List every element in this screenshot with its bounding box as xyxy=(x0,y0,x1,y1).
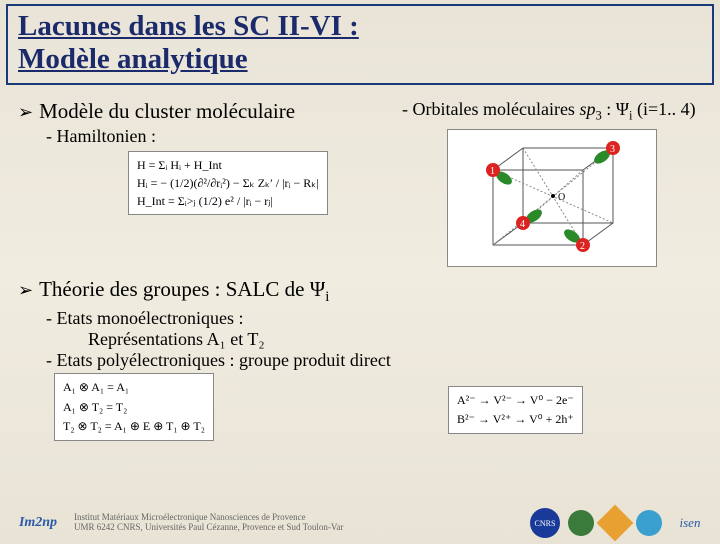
hamiltonien-label: - Hamiltonien : xyxy=(46,126,392,147)
hamiltonian-equations: H = Σᵢ Hᵢ + H_Int Hᵢ = − (1/2)(∂²/∂rᵢ²) … xyxy=(128,151,328,215)
representations-label: Représentations A₁ et T₂ xyxy=(88,329,702,350)
footer: Im2np Institut Matériaux Microélectroniq… xyxy=(0,502,720,544)
cube-figure: O 1 3 4 2 xyxy=(447,129,657,267)
section-2: ➢ Théorie des groupes : SALC de Ψi - Eta… xyxy=(18,277,702,441)
eq-line-3: H_Int = Σᵢ>ⱼ (1/2) e² / |rᵢ − rⱼ| xyxy=(137,192,319,210)
logo-badge-2 xyxy=(597,505,634,542)
product-table: A₁ ⊗ A₁ = A₁ A₁ ⊗ T₂ = T₂ T₂ ⊗ T₂ = A₁ ⊕… xyxy=(54,373,214,441)
eq-line-1: H = Σᵢ Hᵢ + H_Int xyxy=(137,156,319,174)
svg-text:4: 4 xyxy=(520,219,525,230)
institute-line-2: UMR 6242 CNRS, Universités Paul Cézanne,… xyxy=(74,523,522,533)
bullet-arrow-icon: ➢ xyxy=(18,102,33,123)
bullet-group-theory: ➢ Théorie des groupes : SALC de Ψi xyxy=(18,277,702,306)
logo-badge-1 xyxy=(568,510,594,536)
product-row-1: A₁ ⊗ A₁ = A₁ xyxy=(63,378,205,397)
eq-line-2: Hᵢ = − (1/2)(∂²/∂rᵢ²) − Σₖ Zₖ′ / |rᵢ − R… xyxy=(137,174,319,192)
svg-text:O: O xyxy=(558,192,565,203)
svg-text:3: 3 xyxy=(610,144,615,155)
section-1: ➢ Modèle du cluster moléculaire - Hamilt… xyxy=(18,99,702,268)
logo-badge-3 xyxy=(636,510,662,536)
mono-states-label: - Etats monoélectroniques : xyxy=(46,308,702,329)
reaction-2: B²⁻ → V²⁺ → V⁰ + 2h⁺ xyxy=(457,410,574,429)
title-line-1: Lacunes dans les SC II-VI : xyxy=(18,10,702,43)
reactions-box-wrap: A²⁻ → V²⁻ → V⁰ − 2e⁻ B²⁻ → V²⁺ → V⁰ + 2h… xyxy=(448,380,583,434)
poly-states-label: - Etats polyélectroniques : groupe produ… xyxy=(46,350,702,371)
bullet-text-groups: Théorie des groupes : SALC de Ψi xyxy=(39,277,329,306)
bullet-arrow-icon: ➢ xyxy=(18,280,33,301)
logo-im2np: Im2np xyxy=(10,509,66,537)
institute-text: Institut Matériaux Microélectronique Nan… xyxy=(74,513,522,533)
logo-isen: isen xyxy=(670,509,710,537)
content: ➢ Modèle du cluster moléculaire - Hamilt… xyxy=(0,93,720,441)
orbital-label: - Orbitales moléculaires sp3 : Ψi (i=1..… xyxy=(402,99,702,124)
bullet-text-cluster: Modèle du cluster moléculaire xyxy=(39,99,295,124)
reaction-1: A²⁻ → V²⁻ → V⁰ − 2e⁻ xyxy=(457,391,574,410)
title-box: Lacunes dans les SC II-VI : Modèle analy… xyxy=(6,4,714,85)
product-row-2: A₁ ⊗ T₂ = T₂ xyxy=(63,398,205,417)
reactions-box: A²⁻ → V²⁻ → V⁰ − 2e⁻ B²⁻ → V²⁺ → V⁰ + 2h… xyxy=(448,386,583,434)
svg-text:2: 2 xyxy=(580,241,585,252)
bullet-cluster-model: ➢ Modèle du cluster moléculaire xyxy=(18,99,392,124)
logo-cnrs: CNRS xyxy=(530,508,560,538)
svg-text:1: 1 xyxy=(490,166,495,177)
product-row-3: T₂ ⊗ T₂ = A₁ ⊕ E ⊕ T₁ ⊕ T₂ xyxy=(63,417,205,436)
title-line-2: Modèle analytique xyxy=(18,43,702,76)
